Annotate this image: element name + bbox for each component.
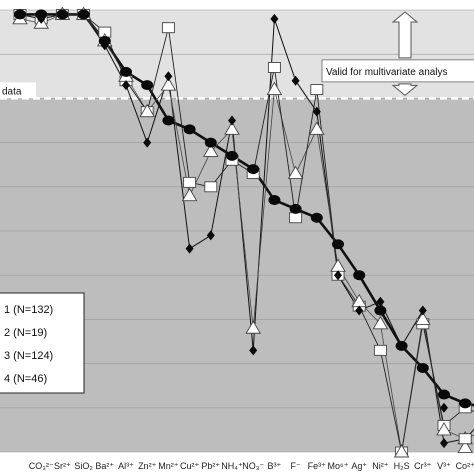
x-tick-label: SiO₂ <box>74 461 93 471</box>
data-point-diamond <box>164 71 173 82</box>
data-point-diamond <box>376 296 385 307</box>
data-point-diamond <box>334 270 342 281</box>
legend-entry: 1 (N=132) <box>4 304 53 316</box>
data-label-box <box>0 82 36 99</box>
data-point-triangle <box>457 439 473 454</box>
down-arrow-icon <box>391 83 419 97</box>
data-point-triangle <box>245 320 261 334</box>
data-point-circle <box>204 137 217 148</box>
x-tick-label: Sr²⁺ <box>54 461 71 471</box>
data-point-triangle <box>160 77 177 91</box>
data-point-circle <box>332 239 344 250</box>
x-tick-label: Ag⁺ <box>351 461 367 471</box>
data-point-square <box>183 176 197 188</box>
data-point-circle <box>268 195 281 206</box>
data-point-circle <box>120 66 132 77</box>
data-point-circle <box>416 363 429 374</box>
x-tick-label: Zn²⁺ <box>138 461 157 471</box>
data-point-diamond <box>397 340 406 351</box>
x-tick-label: NH₄⁺ <box>221 461 243 471</box>
x-tick-label: Ba²⁺ <box>95 461 114 471</box>
data-point-triangle <box>287 165 304 179</box>
data-point-square <box>373 344 387 356</box>
data-point-triangle <box>436 422 452 436</box>
up-arrow-icon <box>391 11 419 59</box>
data-point-circle <box>226 150 238 161</box>
x-tick-label: H₂S <box>394 461 410 471</box>
data-point-diamond <box>16 9 24 20</box>
x-tick-label: Pb²⁺ <box>201 461 220 471</box>
data-point-triangle <box>393 444 410 458</box>
data-point-circle <box>438 389 450 400</box>
legend-entry: 2 (N=19) <box>4 327 47 339</box>
x-tick-label: CO₃²⁻ <box>29 461 54 471</box>
legend-box <box>0 292 85 394</box>
data-point-diamond <box>206 230 215 241</box>
data-point-circle <box>183 124 196 135</box>
data-point-square <box>204 181 218 193</box>
data-point-square <box>310 84 324 96</box>
data-point-triangle <box>139 103 155 118</box>
x-tick-label: Al³⁺ <box>118 461 134 471</box>
data-point-square <box>289 212 303 224</box>
data-point-diamond <box>79 9 88 20</box>
x-tick-label: Co²⁺ <box>456 461 474 471</box>
data-point-diamond <box>249 345 258 356</box>
x-tick-label: Mn²⁺ <box>158 461 178 471</box>
x-tick-label: Ni²⁺ <box>372 461 388 471</box>
data-point-square <box>267 62 281 73</box>
data-point-diamond <box>355 305 364 316</box>
data-point-diamond <box>440 402 448 413</box>
annotation-valid-text: Valid for multivariate analys <box>326 67 448 78</box>
data-point-diamond <box>291 75 300 86</box>
data-point-circle <box>289 203 302 214</box>
legend-entry: 3 (N=124) <box>4 350 53 362</box>
x-tick-label: B³⁺ <box>268 461 282 471</box>
data-point-circle <box>459 398 472 409</box>
data-point-triangle <box>181 187 198 202</box>
data-point-diamond <box>270 13 279 24</box>
data-point-circle <box>310 212 323 223</box>
data-point-circle <box>353 270 366 281</box>
x-tick-label: F⁻ <box>290 461 300 471</box>
data-point-triangle <box>266 81 283 96</box>
data-point-diamond <box>312 106 321 117</box>
data-point-diamond <box>58 9 67 20</box>
data-point-triangle <box>372 315 389 330</box>
data-point-diamond <box>185 243 194 254</box>
data-point-triangle <box>415 311 431 325</box>
annotation-box <box>321 59 474 83</box>
x-tick-label: V³⁺ <box>437 461 451 471</box>
data-point-triangle <box>309 121 325 135</box>
x-tick-label: NO₃⁻ <box>242 461 264 471</box>
data-point-diamond <box>37 13 46 24</box>
data-point-square <box>161 22 175 34</box>
data-point-square <box>458 433 472 445</box>
data-point-diamond <box>100 40 109 51</box>
data-point-triangle <box>224 121 240 135</box>
data-point-diamond <box>143 137 152 148</box>
data-point-circle <box>247 164 260 175</box>
legend-entry: 4 (N=46) <box>4 373 47 385</box>
data-point-diamond <box>440 438 448 449</box>
x-tick-label: Cu²⁺ <box>180 461 200 471</box>
x-tick-label: Fe³⁺ <box>308 461 327 471</box>
data-point-diamond <box>418 305 427 316</box>
data-point-triangle <box>203 143 219 157</box>
data-point-circle <box>374 305 387 316</box>
data-point-diamond <box>228 115 236 126</box>
data-point-circle <box>162 115 175 126</box>
data-point-diamond <box>122 80 130 91</box>
x-tick-label: Cr³⁺ <box>414 461 431 471</box>
annotation-data-text: data <box>2 86 22 97</box>
x-tick-label: Mo⁶⁺ <box>328 461 349 471</box>
data-point-circle <box>141 80 154 91</box>
